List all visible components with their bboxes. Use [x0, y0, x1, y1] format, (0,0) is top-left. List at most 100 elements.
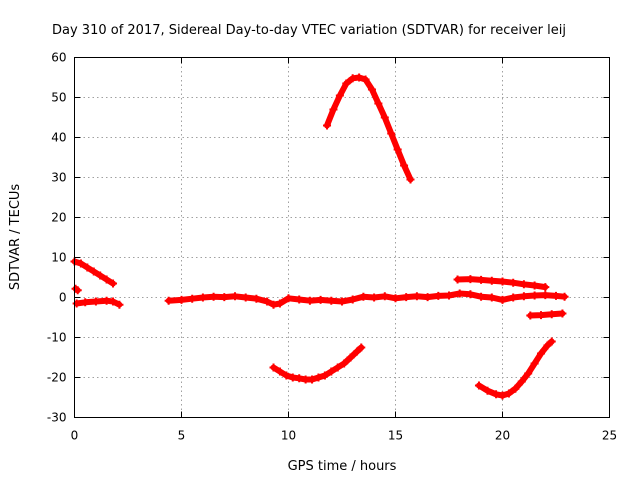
- data-point: [327, 296, 336, 305]
- data-point: [477, 292, 486, 301]
- plot-frame: [74, 57, 610, 418]
- data-point: [483, 386, 492, 395]
- data-point: [231, 292, 239, 301]
- data-point: [374, 99, 383, 108]
- data-point: [284, 294, 293, 303]
- data-point: [333, 363, 342, 372]
- data-point: [387, 129, 396, 138]
- data-point: [73, 286, 82, 295]
- data-point: [517, 377, 526, 386]
- data-point: [263, 297, 272, 306]
- data-point: [316, 295, 325, 304]
- data-point: [492, 390, 501, 399]
- y-tick-label: -20: [47, 371, 67, 385]
- x-tick-label: 20: [495, 429, 510, 443]
- data-point: [466, 275, 475, 284]
- data-point: [445, 291, 453, 300]
- data-point: [188, 294, 197, 303]
- data-point: [367, 85, 376, 94]
- data-point: [361, 75, 370, 84]
- series-line: [527, 310, 566, 319]
- data-point: [209, 292, 218, 301]
- y-tick-label: 50: [51, 91, 66, 105]
- data-point: [547, 337, 556, 346]
- data-point: [342, 79, 351, 88]
- data-point: [314, 373, 323, 382]
- data-point: [323, 121, 332, 130]
- data-point: [220, 293, 229, 302]
- data-point: [348, 295, 357, 304]
- data-point: [370, 293, 379, 302]
- data-point: [89, 267, 98, 276]
- y-tick-label: -30: [47, 411, 67, 425]
- data-point: [305, 296, 314, 305]
- data-point: [552, 291, 560, 300]
- series-seg-2: [71, 284, 82, 295]
- series-seg-8: [526, 309, 567, 320]
- x-tick-label: 0: [71, 429, 79, 443]
- data-point: [329, 105, 338, 114]
- data-point: [115, 300, 124, 309]
- data-point: [282, 371, 291, 380]
- chart-title: Day 310 of 2017, Sidereal Day-to-day VTE…: [52, 23, 566, 38]
- data-point: [498, 391, 507, 400]
- data-point: [477, 275, 486, 284]
- data-point: [352, 347, 361, 356]
- y-tick-label: 60: [51, 51, 66, 65]
- data-point: [509, 293, 518, 302]
- data-point: [269, 363, 278, 372]
- data-point: [380, 292, 389, 301]
- series-seg-3: [72, 296, 124, 309]
- data-point: [76, 259, 85, 268]
- data-point: [252, 294, 261, 303]
- series-seg-5: [323, 73, 415, 184]
- data-point: [402, 293, 411, 302]
- data-point: [359, 292, 368, 301]
- series-seg-4: [164, 289, 569, 309]
- data-point: [519, 292, 528, 301]
- data-point: [380, 113, 389, 122]
- data-point: [541, 291, 550, 300]
- data-point: [72, 299, 81, 308]
- data-point: [177, 295, 186, 304]
- data-point: [509, 278, 518, 287]
- x-tick-label: 10: [281, 429, 296, 443]
- x-tick-label: 15: [388, 429, 403, 443]
- data-point: [355, 73, 364, 82]
- data-point: [96, 271, 105, 280]
- data-point: [91, 297, 100, 306]
- x-tick-label: 25: [602, 429, 617, 443]
- data-point: [109, 297, 118, 306]
- y-tick-label: 10: [51, 251, 66, 265]
- series-seg-6: [269, 343, 366, 384]
- data-point: [164, 296, 173, 305]
- data-point: [275, 299, 284, 308]
- data-point: [560, 292, 569, 301]
- data-point: [541, 283, 550, 292]
- data-point: [308, 375, 317, 384]
- data-point: [524, 369, 533, 378]
- data-point: [335, 91, 344, 100]
- data-point: [393, 145, 402, 154]
- data-point: [543, 341, 552, 350]
- data-point: [530, 359, 539, 368]
- data-point: [275, 367, 284, 376]
- data-point: [423, 293, 432, 302]
- data-point: [434, 291, 443, 300]
- y-tick-label: 40: [51, 131, 66, 145]
- y-tick-label: 30: [51, 171, 66, 185]
- data-point: [474, 381, 483, 390]
- data-point: [498, 295, 507, 304]
- data-point: [558, 309, 567, 318]
- data-point: [412, 292, 421, 301]
- series-seg-1: [70, 257, 118, 288]
- series-seg-7: [453, 275, 550, 292]
- data-point: [406, 175, 415, 184]
- axis-ticks: [74, 57, 610, 418]
- data-point: [400, 161, 409, 170]
- data-point: [537, 311, 546, 320]
- data-point: [327, 367, 336, 376]
- data-point: [453, 275, 462, 284]
- data-point: [391, 294, 400, 303]
